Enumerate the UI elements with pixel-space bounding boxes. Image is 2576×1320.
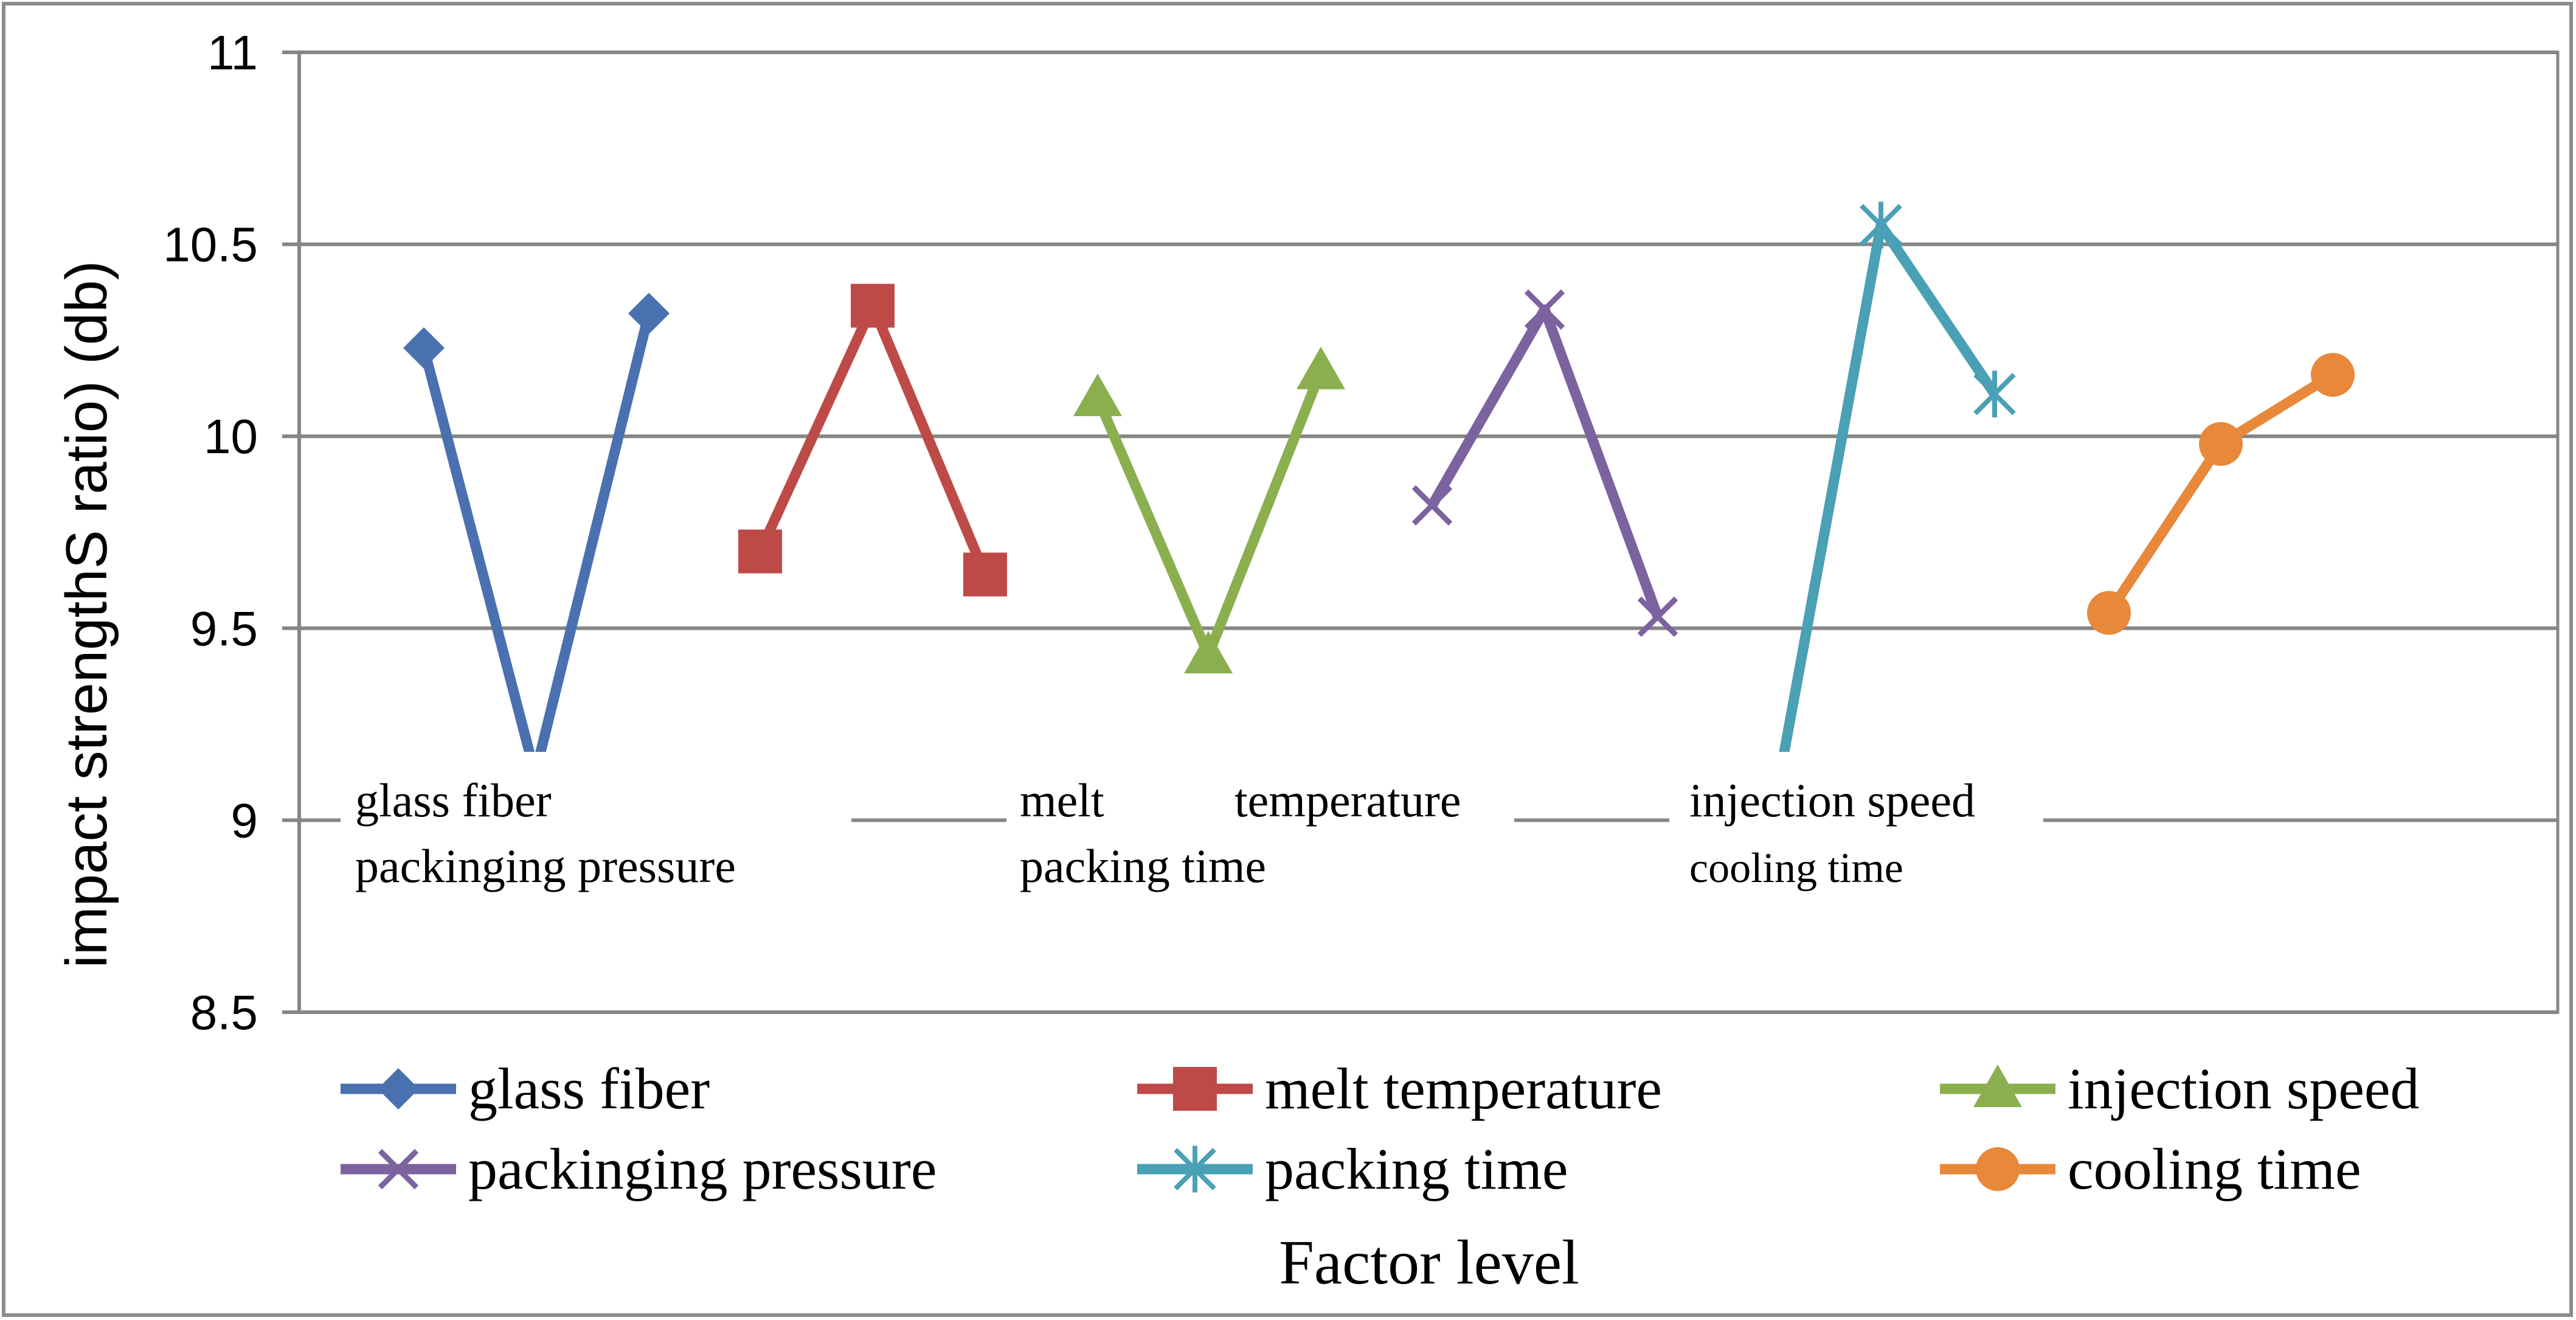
marker-square [851, 283, 895, 328]
annotations: glass fiber melt temperature injection spee… [341, 752, 2043, 898]
marker-x [378, 1148, 419, 1190]
marker-x [1524, 289, 1565, 330]
x-axis-label: Factor level [1279, 1228, 1579, 1297]
marker-diamond [403, 327, 445, 369]
annotation-box-1 [341, 752, 851, 898]
marker-circle [2087, 591, 2131, 635]
legend-item-glass-fiber: glass fiber [341, 1056, 710, 1121]
y-tick-label: 10 [204, 409, 258, 464]
y-tick-label: 11 [207, 26, 258, 80]
y-axis-label: impact strengthS ratio) (db) [54, 260, 119, 968]
legend-item-packinging-pressure: packinging pressure [341, 1136, 937, 1201]
marker-square [963, 552, 1007, 597]
series-lines [403, 201, 2355, 783]
y-tick-label: 10.5 [163, 218, 258, 272]
marker-star [1860, 201, 1902, 249]
marker-star [1973, 370, 2016, 418]
legend-item-packing-time: packing time [1137, 1136, 1568, 1201]
annotation-injection-speed: injection speed [1689, 774, 1975, 827]
series-packing-time [1773, 201, 2016, 783]
legend-label: cooling time [2068, 1136, 2361, 1201]
marker-circle [2199, 422, 2243, 466]
legend-label: injection speed [2068, 1056, 2419, 1121]
annotation-temperature: temperature [1234, 774, 1461, 827]
annotation-packinging-pressure: packinging pressure [355, 839, 736, 892]
legend-label: melt temperature [1265, 1056, 1662, 1121]
legend-label: packing time [1265, 1136, 1568, 1201]
legend-item-cooling-time: cooling time [1940, 1136, 2361, 1201]
marker-square [1173, 1067, 1217, 1111]
series-packinging-pressure [1411, 289, 1678, 637]
annotation-box-3 [1669, 752, 2043, 898]
legend-label: glass fiber [468, 1056, 710, 1121]
marker-square [738, 529, 782, 574]
marker-triangle [1073, 373, 1122, 417]
series-injection-speed [1073, 346, 1345, 673]
marker-triangle [1184, 630, 1233, 673]
marker-diamond [378, 1068, 419, 1110]
annotation-box-2 [1006, 752, 1514, 898]
series-cooling-time [2087, 353, 2355, 635]
y-tick-label: 8.5 [190, 985, 258, 1040]
marker-star [1174, 1145, 1216, 1193]
y-axis-ticks: 8.5 9 9.5 10 10.5 11 [163, 26, 258, 1040]
marker-diamond [628, 293, 670, 335]
annotation-melt: melt [1020, 774, 1104, 827]
marker-circle [1976, 1147, 2020, 1191]
marker-triangle [1297, 346, 1345, 389]
annotation-packing-time: packing time [1020, 839, 1266, 892]
legend-label: packinging pressure [468, 1136, 937, 1201]
marker-x [1411, 485, 1453, 526]
legend: glass fiber melt temperature injection spe… [341, 1056, 2419, 1201]
marker-triangle [1973, 1065, 2022, 1107]
legend-item-injection-speed: injection speed [1940, 1056, 2419, 1121]
annotation-cooling-time: cooling time [1689, 845, 1903, 892]
legend-item-melt-temperature: melt temperature [1137, 1056, 1662, 1121]
y-tick-label: 9 [231, 793, 258, 847]
annotation-glass-fiber: glass fiber [355, 774, 552, 827]
marker-x [1637, 596, 1678, 637]
y-tick-label: 9.5 [190, 602, 258, 656]
series-melt-temperature [738, 283, 1007, 597]
marker-circle [2311, 353, 2355, 397]
